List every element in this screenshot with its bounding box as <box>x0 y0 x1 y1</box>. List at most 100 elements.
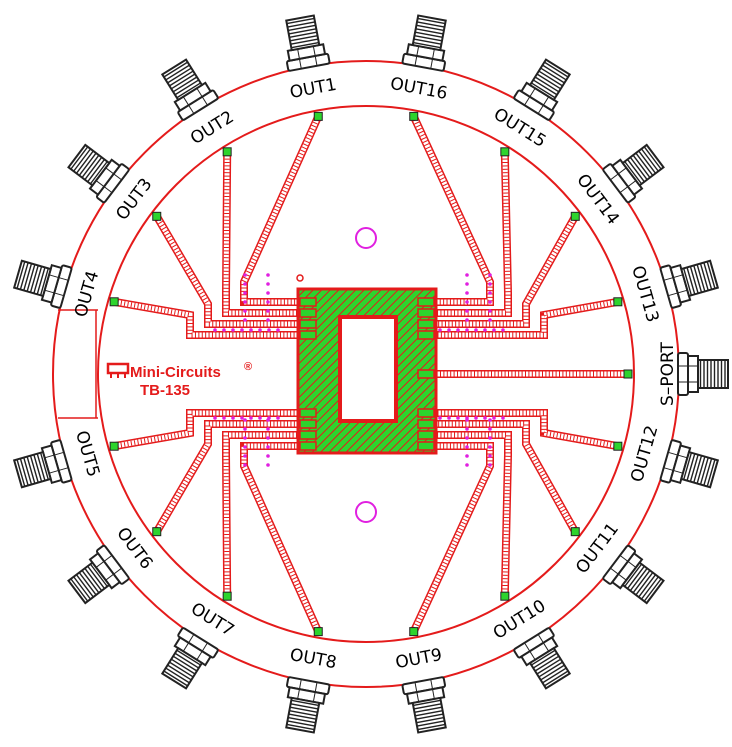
via-dot <box>465 427 469 431</box>
pad-out7 <box>222 591 232 601</box>
label-out13: OUT13 <box>627 264 662 325</box>
via-dot <box>243 291 247 295</box>
pad-out11 <box>570 527 580 537</box>
sma-connector-out1 <box>285 14 331 72</box>
via-dot <box>492 416 496 420</box>
via-dot <box>276 416 280 420</box>
via-dot <box>222 328 226 332</box>
via-dot <box>488 454 492 458</box>
via-dot <box>243 282 247 286</box>
component-pin-left <box>299 419 317 429</box>
pad-out9 <box>409 627 419 637</box>
pad-out13 <box>613 297 623 307</box>
brand-name: Mini-Circuits <box>130 364 221 381</box>
via-dot <box>266 309 270 313</box>
component-pin-right <box>417 441 435 451</box>
via-dot <box>447 328 451 332</box>
component-center-cutout <box>338 315 398 423</box>
via-dot <box>465 282 469 286</box>
label-out9: OUT9 <box>394 645 444 673</box>
pad-s-port <box>623 369 633 379</box>
via-group <box>213 273 505 467</box>
via-dot <box>438 416 442 420</box>
component-pin-left <box>299 430 317 440</box>
via-dot <box>266 454 270 458</box>
via-dot <box>266 436 270 440</box>
via-dot <box>243 318 247 322</box>
via-dot <box>488 318 492 322</box>
sma-connector-out14 <box>602 143 665 204</box>
via-dot <box>240 328 244 332</box>
pad-out1 <box>313 111 323 121</box>
via-dot <box>258 328 262 332</box>
label-out12: OUT12 <box>627 423 662 484</box>
component-pin-right <box>417 297 435 307</box>
via-dot <box>465 291 469 295</box>
splitter-component <box>296 287 438 455</box>
via-dot <box>465 300 469 304</box>
pad-out6 <box>152 527 162 537</box>
label-out1: OUT1 <box>288 75 338 103</box>
via-dot <box>243 309 247 313</box>
via-dot <box>243 445 247 449</box>
sma-connector-out13 <box>659 259 720 309</box>
pad-out12 <box>613 441 623 451</box>
via-dot <box>213 328 217 332</box>
via-dot <box>266 427 270 431</box>
component-pin-left <box>299 330 317 340</box>
via-dot <box>243 300 247 304</box>
sma-connector-out11 <box>602 544 665 605</box>
component-pins <box>299 297 435 451</box>
via-dot <box>483 416 487 420</box>
sma-connector-out6 <box>67 544 130 605</box>
via-dot <box>243 273 247 277</box>
component-pin-right <box>417 408 435 418</box>
via-dot <box>465 445 469 449</box>
sma-connector-out16 <box>401 14 447 72</box>
connector-group <box>12 14 729 734</box>
via-dot <box>465 273 469 277</box>
model-number: TB-135 <box>140 382 190 399</box>
via-dot <box>213 416 217 420</box>
via-dot <box>266 273 270 277</box>
via-dot <box>488 463 492 467</box>
label-out8: OUT8 <box>288 645 338 673</box>
trace-group <box>109 111 633 637</box>
pad-out10 <box>500 591 510 601</box>
via-dot <box>488 418 492 422</box>
via-dot <box>266 300 270 304</box>
via-dot <box>488 300 492 304</box>
pad-out5 <box>109 441 119 451</box>
component-pin-left <box>299 308 317 318</box>
via-dot <box>488 291 492 295</box>
sma-connector-out2 <box>160 58 219 121</box>
via-dot <box>249 416 253 420</box>
component-pin-left <box>299 441 317 451</box>
via-dot <box>267 416 271 420</box>
component-pin-right <box>417 330 435 340</box>
component-pin-left <box>299 297 317 307</box>
mini-circuits-logo: Mini-Circuits ® TB-135 <box>106 361 252 399</box>
via-dot <box>465 463 469 467</box>
via-dot <box>483 328 487 332</box>
via-dot <box>438 328 442 332</box>
via-dot <box>465 454 469 458</box>
via-dot <box>266 463 270 467</box>
via-dot <box>465 436 469 440</box>
via-dot <box>456 416 460 420</box>
sma-connector-out12 <box>659 439 720 489</box>
pad-out15 <box>500 147 510 157</box>
sma-connector-out4 <box>12 259 73 309</box>
sma-connector-out5 <box>12 439 73 489</box>
via-dot <box>243 418 247 422</box>
sma-connector-out15 <box>513 58 572 121</box>
component-pin-right <box>417 319 435 329</box>
via-dot <box>488 273 492 277</box>
component-pin-right <box>417 430 435 440</box>
via-dot <box>276 328 280 332</box>
via-dot <box>267 328 271 332</box>
component-pin-left <box>299 319 317 329</box>
pad-out4 <box>109 297 119 307</box>
via-dot <box>266 445 270 449</box>
